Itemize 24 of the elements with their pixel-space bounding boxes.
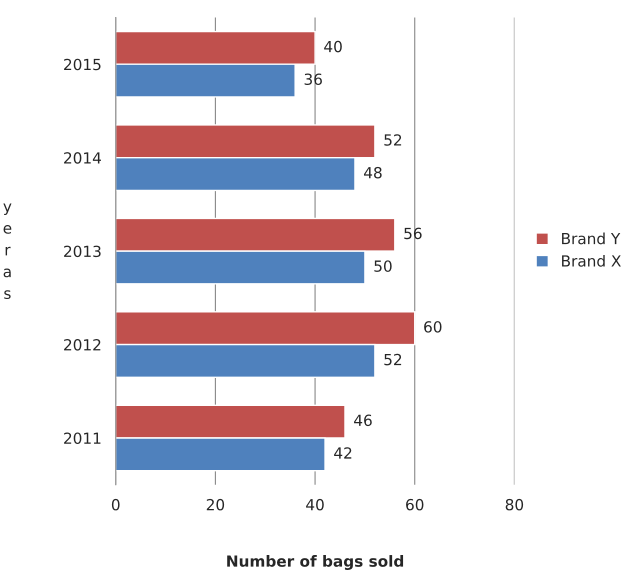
x-tick-label: 0 bbox=[112, 498, 120, 510]
data-label: 46 bbox=[354, 414, 372, 426]
x-tick-label: 40 bbox=[306, 498, 324, 510]
data-label: 40 bbox=[324, 40, 342, 52]
y-tick-label: 2013 bbox=[64, 246, 101, 258]
x-tick-label: 80 bbox=[506, 498, 524, 510]
y-tick-label: 2012 bbox=[64, 339, 100, 351]
data-label: 56 bbox=[404, 228, 422, 240]
x-tick-label: 20 bbox=[206, 498, 224, 510]
data-label: 48 bbox=[364, 166, 382, 178]
y-tick-label: 2011 bbox=[64, 432, 100, 444]
data-label: 52 bbox=[384, 354, 402, 366]
data-label: 60 bbox=[424, 321, 442, 333]
data-label: 36 bbox=[304, 73, 322, 86]
data-label: 42 bbox=[334, 447, 352, 459]
x-tick-label: 60 bbox=[406, 498, 424, 510]
legend-label: Brand X bbox=[562, 254, 621, 267]
data-label: 52 bbox=[384, 134, 402, 146]
y-tick-label: 2014 bbox=[64, 152, 101, 164]
x-axis-title: Number of bags sold bbox=[227, 555, 404, 570]
y-axis-title: yeras bbox=[3, 203, 12, 300]
y-tick-label: 2015 bbox=[64, 58, 101, 70]
legend-label: Brand Y bbox=[562, 232, 620, 244]
data-label: 50 bbox=[374, 260, 392, 272]
